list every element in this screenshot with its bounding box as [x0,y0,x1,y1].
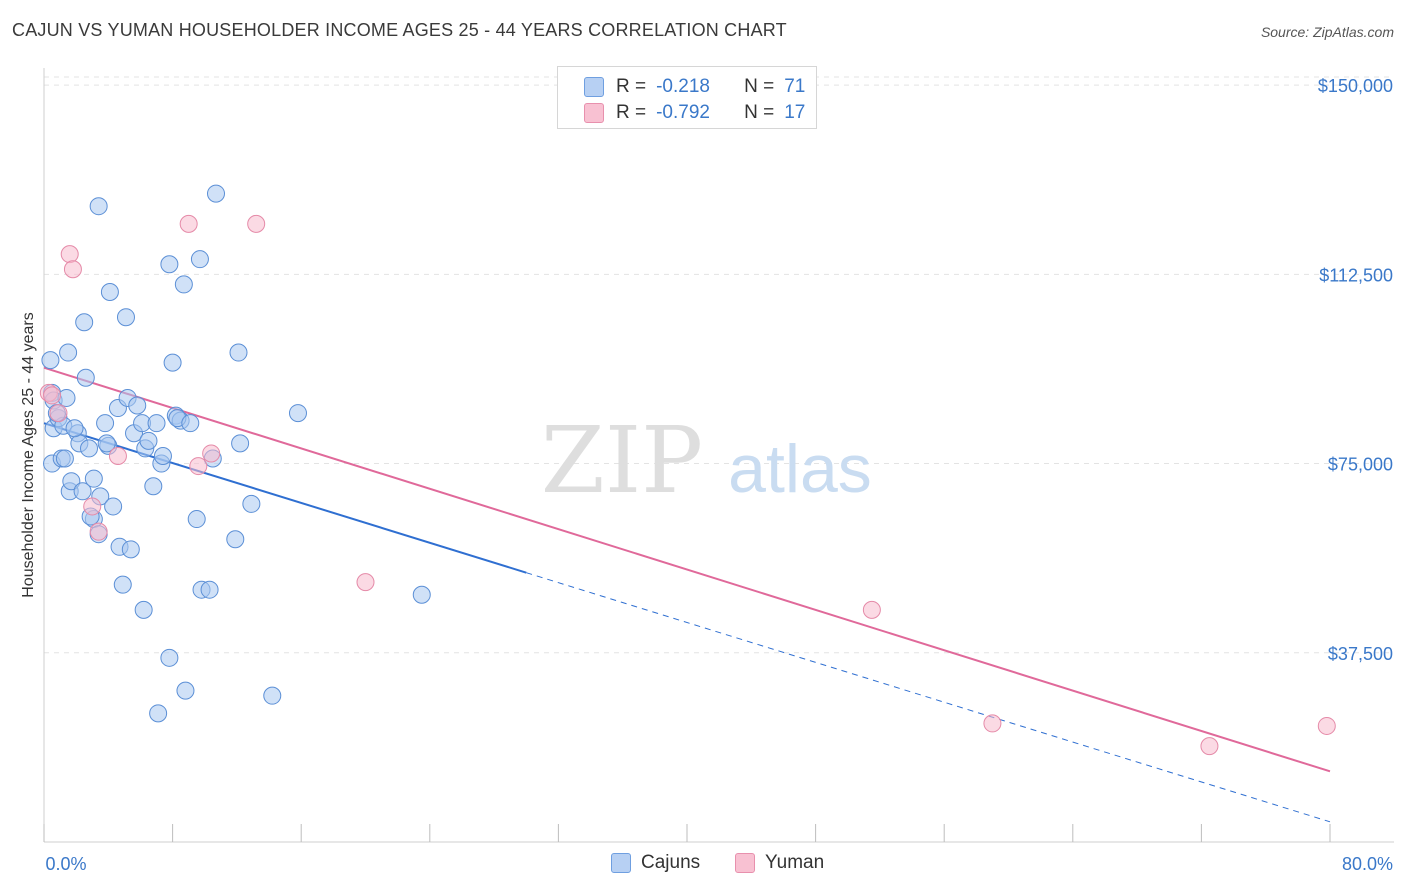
data-point-cajuns [97,434,116,453]
y-tick-label: $112,500 [1319,265,1393,285]
legend-swatch-cajuns [584,77,604,97]
series-legend-cajuns[interactable]: Cajuns [611,852,700,874]
data-point-yuman [43,386,62,405]
series-label-yuman: Yuman [765,852,825,873]
data-point-yuman [179,214,198,233]
axes [43,68,1394,843]
data-point-cajuns [116,308,135,327]
data-point-cajuns [73,482,92,501]
data-point-cajuns [207,184,226,203]
legend-n-label: N = [744,102,775,123]
watermark-zip: ZIP [541,407,703,514]
data-point-cajuns [174,275,193,294]
data-point-yuman [83,497,102,516]
legend-r-value: -0.792 [656,102,710,123]
data-point-cajuns [89,197,108,216]
source-label: Source: ZipAtlas.com [1260,24,1394,40]
trend-lines [43,366,1331,823]
data-point-yuman [1317,716,1336,735]
data-point-yuman [247,214,266,233]
trend-line-yuman [43,366,1331,773]
legend-n-value: 71 [784,76,806,97]
data-point-cajuns [288,404,307,423]
data-point-cajuns [139,431,158,450]
data-point-cajuns [226,530,245,549]
data-point-cajuns [96,414,115,433]
series-swatch-cajuns [611,853,631,873]
data-point-yuman [63,260,82,279]
data-point-cajuns [55,449,74,468]
data-point-cajuns [412,585,431,604]
y-tick-label: $75,000 [1328,455,1393,475]
series-legend-yuman[interactable]: Yuman [735,852,824,874]
data-point-yuman [356,573,375,592]
data-point-cajuns [76,368,95,387]
data-point-cajuns [59,343,78,362]
data-point-cajuns [242,494,261,513]
data-point-yuman [1200,737,1219,756]
y-tick-label: $150,000 [1318,76,1393,96]
data-point-cajuns [144,477,163,496]
data-point-cajuns [160,648,179,667]
data-point-cajuns [113,575,132,594]
correlation-legend: R = -0.218 N = 71 R = -0.792 N = 17 [557,66,817,129]
data-point-yuman [202,444,221,463]
watermark: ZIP atlas [541,407,872,514]
data-points [39,184,1336,756]
chart-title: CAJUN VS YUMAN HOUSEHOLDER INCOME AGES 2… [12,20,787,40]
data-point-cajuns [84,469,103,488]
data-point-cajuns [149,704,168,723]
data-point-yuman [60,245,79,264]
data-point-cajuns [65,419,84,438]
data-point-cajuns [263,686,282,705]
y-axis-label: Householder Income Ages 25 - 44 years [20,312,37,598]
data-point-cajuns [229,343,248,362]
legend-r-value: -0.218 [656,76,710,97]
data-point-cajuns [134,600,153,619]
legend-n-value: 17 [784,102,806,123]
legend-r-label: R = [616,102,647,123]
data-point-cajuns [190,250,209,269]
data-point-cajuns [181,414,200,433]
data-point-cajuns [121,540,140,559]
data-point-cajuns [80,439,99,458]
data-point-yuman [189,457,208,476]
data-point-cajuns [104,497,123,516]
data-point-cajuns [200,580,219,599]
series-label-cajuns: Cajuns [641,852,701,873]
x-tick-label: 0.0% [45,854,86,874]
trend-line-cajuns-extrapolated [526,572,1331,823]
data-point-cajuns [160,255,179,274]
data-point-cajuns [75,313,94,332]
data-point-yuman [862,600,881,619]
data-point-cajuns [163,353,182,372]
legend-n-label: N = [744,76,775,97]
trend-line-cajuns [43,422,527,574]
data-point-cajuns [100,282,119,301]
data-point-cajuns [62,472,81,491]
data-point-cajuns [147,414,166,433]
data-point-cajuns [187,510,206,529]
grid-lines [44,76,1394,654]
data-point-yuman [108,446,127,465]
data-point-cajuns [41,351,60,370]
x-tick-label: 80.0% [1342,854,1393,874]
legend-r-label: R = [616,76,647,97]
legend-row-cajuns: R = -0.218 N = 71 [584,75,805,99]
data-point-yuman [89,522,108,541]
watermark-atlas: atlas [728,431,872,507]
data-point-yuman [983,714,1002,733]
legend-row-yuman: R = -0.792 N = 17 [584,101,805,125]
data-point-cajuns [231,434,250,453]
tick-labels: $37,500 $75,000 $112,500 $150,000 0.0% 80.0% [45,76,1393,874]
legend-swatch-yuman [584,103,604,123]
data-point-cajuns [153,446,172,465]
data-point-cajuns [176,681,195,700]
y-tick-label: $37,500 [1328,644,1393,664]
data-point-cajuns [128,396,147,415]
series-swatch-yuman [735,853,755,873]
data-point-yuman [49,404,68,423]
series-legend: Cajuns Yuman [0,852,1406,876]
